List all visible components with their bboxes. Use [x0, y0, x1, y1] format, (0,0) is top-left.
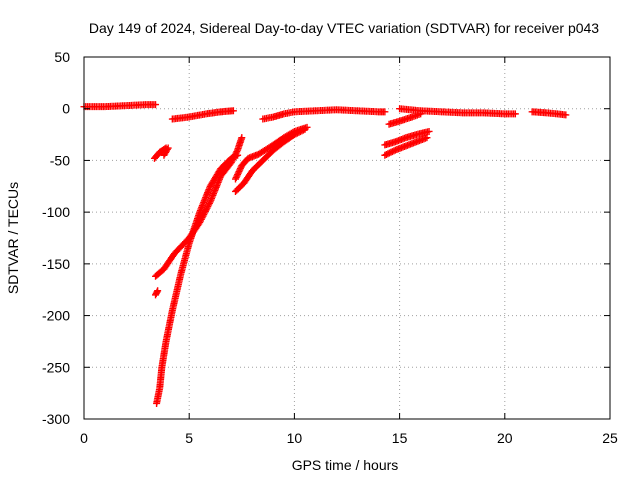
plot-frame: [83, 56, 611, 420]
x-tick-label: 10: [287, 430, 303, 446]
x-tick-label: 25: [602, 430, 618, 446]
series-sat-l: [396, 105, 570, 119]
y-axis-label: SDTVAR / TECUs: [5, 182, 21, 294]
data-point: [163, 145, 171, 153]
series-sat-k: [385, 110, 425, 128]
series-sat-a: [80, 101, 170, 162]
data-point: [153, 288, 161, 296]
data-point: [303, 123, 311, 131]
x-tick-label: 5: [185, 430, 193, 446]
x-tick-label: 15: [392, 430, 408, 446]
data-point: [202, 206, 210, 214]
data-point: [164, 144, 172, 152]
y-tick-label: 50: [54, 49, 70, 65]
data-point: [200, 211, 208, 219]
data-point: [229, 107, 237, 115]
data-point: [381, 108, 389, 116]
data-point: [198, 214, 206, 222]
series-sat-e: [168, 107, 237, 123]
data-point: [562, 111, 570, 119]
data-point: [197, 215, 205, 223]
data-point: [204, 203, 212, 211]
x-tick-labels: 0 5 10 15 20 25: [80, 430, 618, 446]
series-sat-h: [259, 106, 389, 123]
series-sat-g: [231, 123, 311, 183]
data-point: [425, 127, 433, 135]
data-point: [230, 154, 238, 162]
y-tick-label: -200: [42, 308, 70, 324]
series-sat-i: [381, 134, 431, 159]
data-marks: [80, 101, 570, 407]
x-tick-label: 0: [80, 430, 88, 446]
data-point: [152, 101, 160, 109]
data-point: [228, 157, 236, 165]
series-sat-d: [152, 134, 246, 299]
data-point: [197, 217, 205, 225]
data-point: [238, 134, 246, 142]
data-point: [205, 199, 213, 207]
data-point: [201, 207, 209, 215]
data-point: [229, 155, 237, 163]
data-point: [227, 158, 235, 166]
y-tick-label: -250: [42, 359, 70, 375]
data-point: [232, 149, 240, 157]
data-point: [196, 218, 204, 226]
data-point: [199, 212, 207, 220]
series-sat-b: [160, 144, 172, 159]
data-point: [289, 128, 297, 136]
axis-ticks: [83, 56, 611, 420]
series-sat-c: [153, 151, 242, 407]
x-axis-label: GPS time / hours: [292, 457, 399, 473]
data-point: [154, 287, 162, 295]
data-point: [201, 209, 209, 217]
y-tick-label: -300: [42, 411, 70, 427]
y-tick-label: 0: [62, 101, 70, 117]
chart-title: Day 149 of 2024, Sidereal Day-to-day VTE…: [89, 20, 599, 36]
x-tick-label: 20: [497, 430, 513, 446]
data-point: [205, 201, 213, 209]
y-tick-label: -150: [42, 256, 70, 272]
data-point: [230, 152, 238, 160]
data-point: [203, 204, 211, 212]
data-point: [511, 110, 519, 118]
y-tick-labels: 50 0 -50 -100 -150 -200 -250 -300: [42, 49, 70, 427]
data-point: [231, 151, 239, 159]
data-point: [233, 148, 241, 156]
series-sat-j: [381, 127, 433, 149]
y-tick-label: -100: [42, 204, 70, 220]
y-tick-label: -50: [50, 152, 70, 168]
